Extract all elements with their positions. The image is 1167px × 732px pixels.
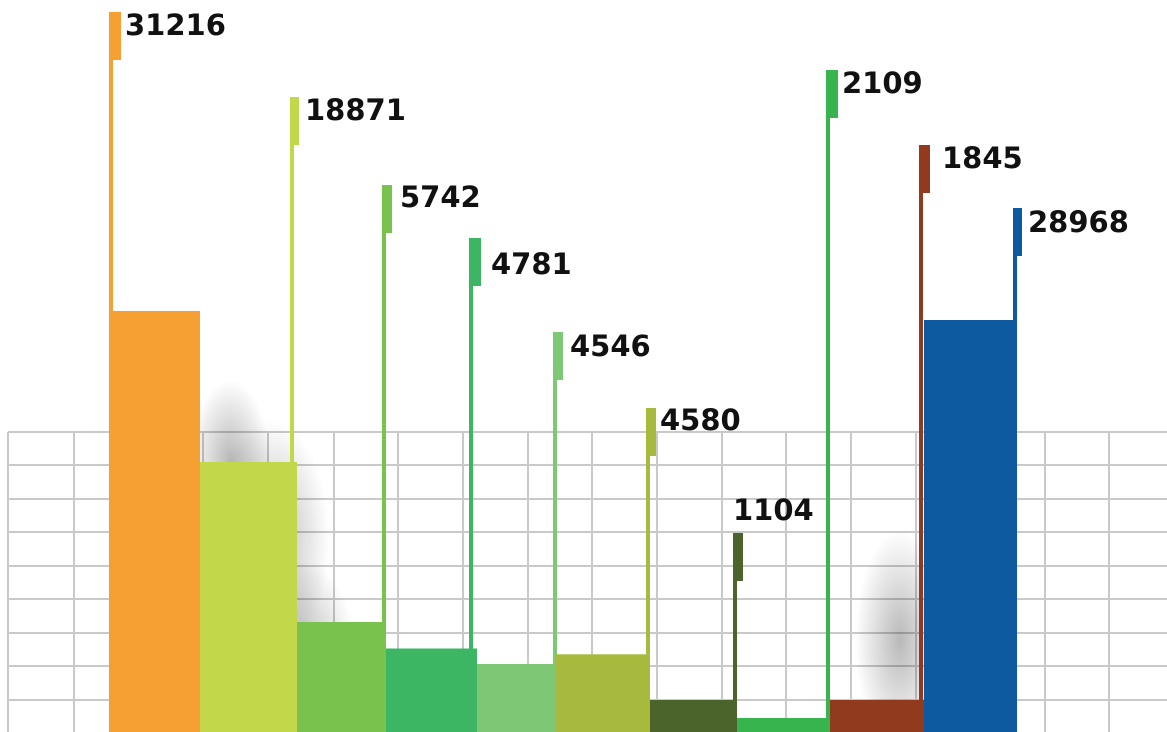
stem-tab-7	[826, 70, 838, 118]
stem-tab-3	[469, 238, 481, 286]
bar-1	[200, 462, 297, 732]
value-label-4: 4546	[570, 329, 651, 363]
value-label-3: 4781	[491, 247, 572, 281]
bar-7	[737, 718, 830, 732]
value-label-5: 4580	[660, 403, 741, 437]
value-label-2: 5742	[400, 180, 481, 214]
stem-4	[553, 332, 557, 664]
bar-0	[109, 311, 200, 732]
bar-4	[477, 664, 556, 732]
stem-1	[290, 97, 294, 462]
stem-9	[1013, 208, 1017, 320]
bar-9	[924, 320, 1017, 732]
stem-tab-5	[646, 408, 656, 456]
value-label-0: 31216	[125, 8, 226, 42]
bar-6	[650, 700, 737, 732]
stem-tab-4	[553, 332, 563, 380]
value-label-9: 28968	[1028, 205, 1129, 239]
stem-tab-0	[109, 12, 121, 60]
stem-5	[646, 408, 650, 655]
stem-tab-8	[919, 145, 930, 193]
value-label-7: 2109	[842, 66, 923, 100]
stem-tab-9	[1013, 208, 1022, 256]
bar-5	[556, 654, 650, 732]
stem-2	[382, 185, 386, 622]
value-label-1: 18871	[305, 93, 406, 127]
bar-2	[297, 622, 386, 732]
stem-7	[826, 70, 830, 718]
value-labels: 31216 18871 5742 4781 4546 4580 1104 2109 184528…	[125, 8, 1129, 527]
stem-3	[469, 238, 473, 649]
value-label-6: 1104	[733, 493, 814, 527]
stem-6	[733, 533, 737, 700]
stem-0	[109, 12, 113, 311]
stem-tab-2	[382, 185, 392, 233]
bar-3	[386, 648, 477, 732]
stem-tab-1	[290, 97, 299, 145]
stem-8	[919, 145, 923, 700]
bar-8	[830, 700, 924, 732]
bars	[109, 12, 1022, 732]
stem-tab-6	[733, 533, 743, 581]
value-label-8: 1845	[942, 141, 1023, 175]
